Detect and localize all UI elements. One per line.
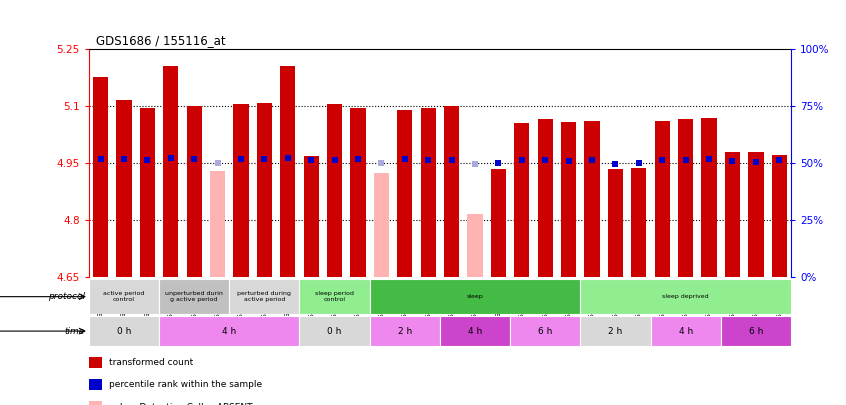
Text: unperturbed durin
g active period: unperturbed durin g active period xyxy=(165,291,223,302)
Bar xyxy=(514,123,530,277)
Point xyxy=(257,156,271,162)
Bar xyxy=(725,152,740,277)
Point xyxy=(351,156,365,162)
Point xyxy=(492,160,505,166)
Bar xyxy=(140,108,155,277)
Bar xyxy=(210,171,225,277)
Bar xyxy=(229,279,299,314)
Bar xyxy=(117,100,131,277)
Point xyxy=(234,156,248,162)
Bar xyxy=(257,103,272,277)
Text: 0 h: 0 h xyxy=(327,326,342,336)
Bar xyxy=(420,108,436,277)
Text: sleep: sleep xyxy=(467,294,483,299)
Point xyxy=(421,157,435,163)
Point xyxy=(585,157,599,163)
Point xyxy=(656,157,669,163)
Bar xyxy=(440,316,510,346)
Text: protocol: protocol xyxy=(47,292,85,301)
Bar xyxy=(655,121,670,277)
Bar xyxy=(749,152,763,277)
Text: sleep period
control: sleep period control xyxy=(316,291,354,302)
Bar xyxy=(631,168,646,277)
Point xyxy=(678,157,692,163)
Point xyxy=(632,160,645,166)
Bar xyxy=(721,316,791,346)
Text: GDS1686 / 155116_at: GDS1686 / 155116_at xyxy=(96,34,226,47)
Point xyxy=(305,157,318,163)
Bar xyxy=(651,316,721,346)
Point xyxy=(281,155,294,162)
Bar xyxy=(299,279,370,314)
Text: time: time xyxy=(64,326,85,336)
Text: 4 h: 4 h xyxy=(468,326,482,336)
Bar xyxy=(93,77,108,277)
Point xyxy=(515,157,529,163)
Point xyxy=(608,160,622,167)
Bar xyxy=(510,316,580,346)
Point xyxy=(117,156,130,162)
Text: 6 h: 6 h xyxy=(749,326,763,336)
Text: value, Detection Call = ABSENT: value, Detection Call = ABSENT xyxy=(109,403,253,405)
Text: active period
control: active period control xyxy=(103,291,145,302)
Text: 6 h: 6 h xyxy=(538,326,552,336)
Bar xyxy=(233,104,249,277)
Text: sleep deprived: sleep deprived xyxy=(662,294,709,299)
Bar xyxy=(608,169,623,277)
Bar xyxy=(89,279,159,314)
Bar xyxy=(374,173,389,277)
Bar xyxy=(159,316,299,346)
Point xyxy=(772,157,786,163)
Point xyxy=(702,156,716,162)
Bar xyxy=(398,110,412,277)
Bar xyxy=(370,279,580,314)
Bar xyxy=(159,279,229,314)
Bar xyxy=(299,316,370,346)
Point xyxy=(445,157,459,163)
Bar xyxy=(561,122,576,277)
Bar xyxy=(491,169,506,277)
Bar xyxy=(187,106,201,277)
Bar xyxy=(370,316,440,346)
Bar xyxy=(327,104,342,277)
Text: 2 h: 2 h xyxy=(398,326,412,336)
Bar xyxy=(89,316,159,346)
Bar xyxy=(772,156,787,277)
Bar xyxy=(468,214,482,277)
Point xyxy=(187,156,201,162)
Bar xyxy=(580,316,651,346)
Bar xyxy=(350,108,365,277)
Point xyxy=(562,158,575,164)
Bar xyxy=(585,121,600,277)
Point xyxy=(164,155,178,162)
Bar xyxy=(580,279,791,314)
Point xyxy=(398,156,411,162)
Point xyxy=(327,157,341,163)
Point xyxy=(468,160,481,167)
Text: 2 h: 2 h xyxy=(608,326,623,336)
Text: 4 h: 4 h xyxy=(678,326,693,336)
Point xyxy=(94,156,107,162)
Point xyxy=(538,157,552,163)
Bar xyxy=(304,156,319,277)
Point xyxy=(211,160,224,166)
Point xyxy=(140,157,154,163)
Text: percentile rank within the sample: percentile rank within the sample xyxy=(109,380,262,389)
Bar xyxy=(701,118,717,277)
Bar xyxy=(280,66,295,277)
Text: 0 h: 0 h xyxy=(117,326,131,336)
Bar xyxy=(678,119,693,277)
Bar xyxy=(538,119,552,277)
Bar xyxy=(444,106,459,277)
Point xyxy=(749,159,762,166)
Text: perturbed during
active period: perturbed during active period xyxy=(238,291,291,302)
Text: transformed count: transformed count xyxy=(109,358,194,367)
Point xyxy=(726,158,739,164)
Point xyxy=(375,160,388,166)
Text: 4 h: 4 h xyxy=(222,326,236,336)
Bar xyxy=(163,66,179,277)
